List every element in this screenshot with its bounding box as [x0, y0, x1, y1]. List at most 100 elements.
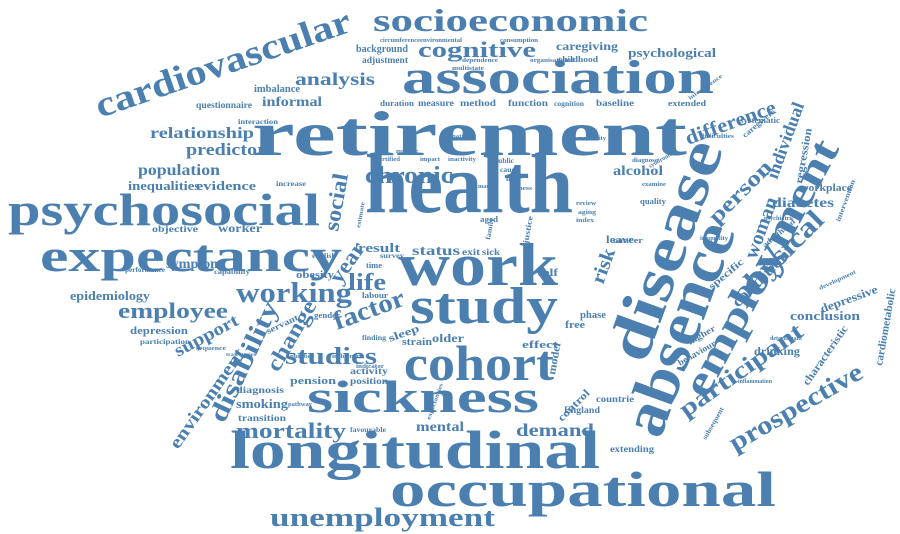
word-population: population: [138, 162, 220, 179]
word-alcohol: alcohol: [613, 164, 663, 179]
word-questionnaire: questionnaire: [196, 100, 252, 110]
word-obesity: obesity: [296, 270, 334, 281]
word-organisational: organisational: [530, 58, 574, 64]
word-sequence: sequence: [196, 346, 226, 352]
word-health: health: [365, 138, 573, 231]
word-pathway: pathway: [288, 402, 312, 408]
word-psychological: psychological: [628, 45, 716, 60]
word-finding: finding: [362, 334, 387, 342]
word-diagnosis: diagnosis: [236, 385, 285, 395]
word-performance: performance: [125, 266, 165, 274]
word-diagnose: diagnose: [632, 158, 658, 164]
word-favourable: favourable: [350, 426, 386, 434]
word-caregiving: caregiving: [556, 39, 618, 53]
word-risk: risk: [587, 244, 620, 286]
word-imbalance: imbalance: [254, 84, 301, 95]
word-drinking: drinking: [754, 344, 800, 358]
word-public: public: [494, 157, 514, 165]
word-labour: labour: [362, 291, 389, 300]
word-inequality: inequality: [700, 236, 728, 242]
word-worker: worker: [218, 221, 263, 235]
word-national: national: [452, 134, 476, 140]
word-employee: employee: [118, 298, 228, 323]
word-studies: studies: [285, 344, 377, 370]
word-activity: activity: [350, 366, 389, 376]
word-index: index: [576, 218, 594, 224]
word-environmental: environmental: [420, 38, 462, 44]
word-model: model: [546, 342, 563, 376]
word-inactivity: inactivity: [448, 157, 476, 163]
word-impact: impact: [420, 157, 440, 163]
word-dependence: dependence: [462, 58, 498, 64]
word-participation: participation: [140, 338, 190, 346]
word-background: background: [356, 44, 408, 55]
word-countrie: countrie: [596, 394, 634, 404]
word-analysis: analysis: [295, 69, 375, 89]
word-unemployment: unemployment: [270, 503, 495, 532]
word-interaction: interaction: [238, 118, 278, 126]
word-expectancy: expectancy: [40, 230, 342, 281]
word-result: result: [358, 240, 401, 255]
word-systematic: systematic: [740, 116, 781, 125]
word-baseline: baseline: [596, 98, 634, 108]
word-capability: capability: [214, 268, 251, 276]
word-older: older: [432, 331, 465, 345]
word-survey: survey: [380, 252, 405, 260]
word-depression: depression: [130, 325, 188, 337]
word-morbidity: morbidity: [578, 136, 606, 142]
word-development: development: [818, 269, 857, 291]
word-life: life: [348, 270, 386, 296]
word-mental: mental: [416, 420, 464, 435]
word-method: method: [460, 98, 496, 108]
word-determinant: determinant: [770, 336, 802, 342]
word-leave: leave: [606, 235, 635, 246]
word-demand: demand: [516, 420, 594, 440]
word-function: function: [508, 98, 548, 108]
word-marital: marital: [478, 184, 498, 190]
word-association: association: [402, 51, 714, 104]
word-status: status: [412, 244, 461, 259]
word-indicator: indicator: [356, 364, 384, 370]
word-adjustment: adjustment: [362, 55, 408, 65]
word-objective: objective: [152, 224, 198, 234]
word-study: study: [410, 278, 558, 335]
word-work: work: [398, 232, 559, 298]
word-phase: phase: [580, 310, 607, 321]
word-mortality: mortality: [236, 418, 346, 443]
word-symptom: symptom: [166, 257, 222, 272]
word-english: english: [312, 252, 336, 260]
word-increase: increase: [276, 180, 306, 188]
word-certified: certified: [376, 157, 401, 163]
word-multistate: multistate: [452, 66, 484, 72]
word-review: review: [576, 201, 597, 207]
word-aging: aging: [578, 210, 596, 216]
word-epidemiology: epidemiology: [70, 288, 151, 303]
word-sick: sick: [482, 247, 500, 257]
word-aged: aged: [480, 215, 499, 224]
word-effect: effect: [522, 339, 558, 351]
word-smoking: smoking: [236, 396, 289, 411]
word-examine: examine: [642, 182, 666, 188]
word-measure: measure: [418, 98, 454, 108]
word-hour: hour: [506, 175, 522, 183]
word-difficulties: difficulties: [700, 134, 735, 140]
word-workplace: workplace: [800, 182, 852, 194]
word-predictor: predictor: [186, 140, 267, 159]
word-free: free: [565, 320, 586, 331]
word-psychiatric: psychiatric: [764, 216, 794, 222]
word-position: position: [350, 376, 388, 386]
word-inequalities: inequalities: [128, 178, 200, 193]
word-strain: strain: [402, 336, 432, 348]
word-relationship: relationship: [150, 125, 254, 142]
word-family: family: [484, 217, 496, 241]
word-exit: exit: [462, 247, 480, 257]
word-midlife: midlife: [396, 149, 418, 155]
word-circumference: circumference: [380, 38, 420, 44]
word-quality: quality: [640, 197, 666, 206]
word-extending: extending: [610, 444, 655, 454]
word-working: working: [236, 278, 352, 309]
word-psychosocial: psychosocial: [8, 184, 320, 235]
word-time: time: [366, 261, 382, 270]
